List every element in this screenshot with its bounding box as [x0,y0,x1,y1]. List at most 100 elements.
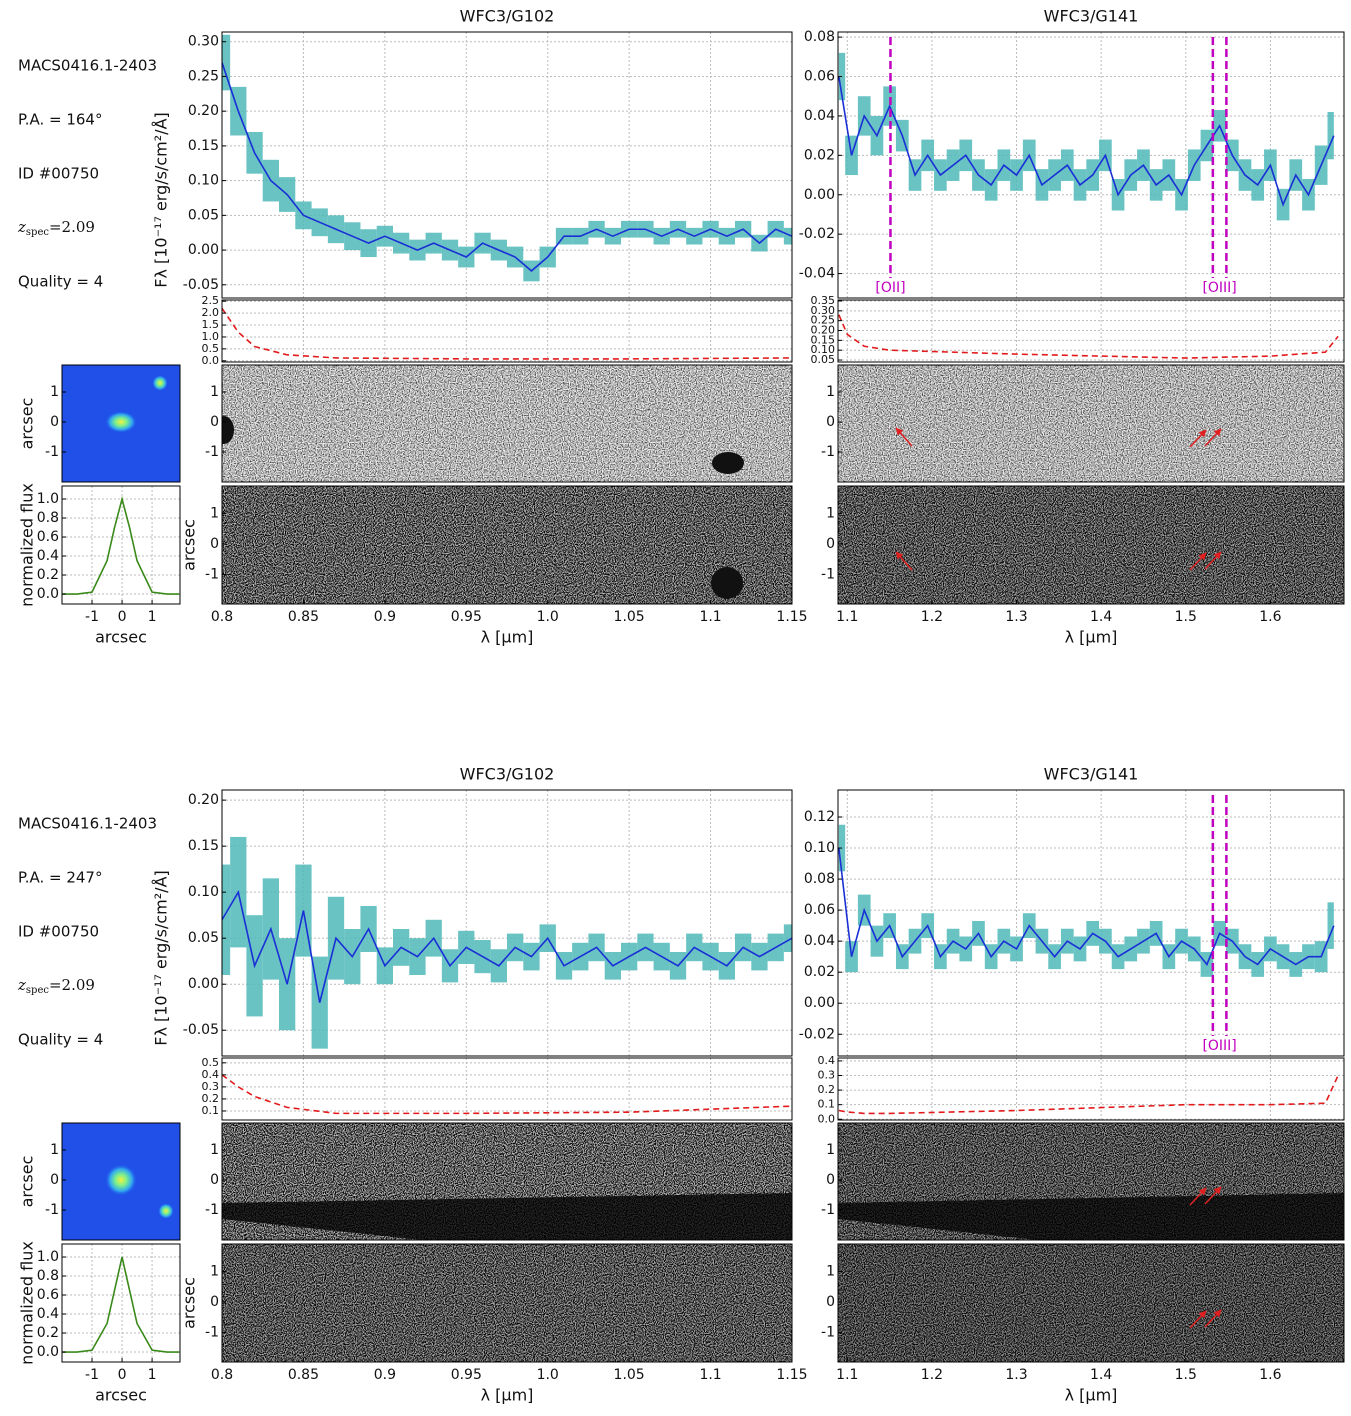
series-line [838,847,1335,966]
y-axis-label: Fλ [10⁻¹⁷ erg/s/cm²/Å] [152,112,171,288]
y-tick-label: 0.1 [818,1098,836,1111]
y-tick-label: 0.20 [188,792,219,808]
x-tick-label: 1.4 [1090,609,1112,625]
plot-area [222,486,792,604]
y-tick-label: 0.10 [188,173,219,189]
x-tick-label: 1.15 [776,609,807,625]
arrow [1204,1309,1222,1328]
y-tick-label: 0.00 [188,976,219,992]
y-tick-label: 1 [210,384,219,400]
y-tick-label: 0.35 [811,294,836,307]
y-tick-label: 1 [210,1142,219,1158]
y-tick-label: -1 [821,444,835,460]
y-tick-label: 0.6 [37,1287,59,1303]
arrow [1189,429,1207,448]
x-tick-label: 1.1 [836,609,858,625]
y-tick-label: 0.10 [188,884,219,900]
y-tick-label: -1 [205,566,219,582]
arrow [1204,428,1222,447]
y-axis-label: Fλ [10⁻¹⁷ erg/s/cm²/Å] [152,870,171,1046]
image-noise [222,486,792,604]
y-tick-label: 0 [826,1172,835,1188]
plot-area [838,1244,1344,1362]
x-axis-label: λ [μm] [481,628,534,647]
image-noise [838,486,1344,604]
y-tick-label: 0 [826,536,835,552]
error-band [222,34,231,91]
image-noise [838,365,1344,482]
y-tick-label: 0 [210,1172,219,1188]
y-tick-label: -1 [821,566,835,582]
arrow [1189,1187,1207,1206]
x-tick-label: 1.6 [1259,609,1281,625]
x-tick-label: 0 [118,1367,127,1383]
plot-area [838,790,1344,1056]
y-axis-label: arcsec [180,519,199,571]
y-tick-label: 0.08 [804,871,835,887]
source-blob [711,567,743,599]
y-tick-label: 0.4 [202,1068,220,1081]
y-tick-label: 1.0 [37,491,59,507]
x-tick-label: 0.9 [374,609,396,625]
y-tick-label: 0.20 [811,324,836,337]
axes-frame [837,1057,1345,1121]
plot-area [838,486,1344,604]
y-tick-label: 0.02 [804,964,835,980]
x-tick-label: 0.95 [451,1367,482,1383]
y-tick-label: 0.25 [188,68,219,84]
redshift-part: spec [26,227,49,238]
y-tick-label: -0.05 [183,277,219,293]
x-axis-label: λ [μm] [1065,1386,1118,1405]
x-tick-label: -1 [85,1367,99,1383]
neighbor [158,1203,174,1219]
arrow [895,551,913,571]
y-tick-label: 0 [826,414,835,430]
y-tick-label: 0.30 [188,34,219,50]
plot-area [222,790,792,1056]
y-tick-label: 1.0 [202,330,220,343]
plot-area [838,32,1344,298]
y-tick-label: 0.04 [804,108,835,124]
x-axis-label: arcsec [95,1386,147,1405]
x-axis-label: arcsec [95,628,147,647]
error-band [838,52,846,101]
y-tick-label: -0.05 [183,1022,219,1038]
x-tick-label: 0.95 [451,609,482,625]
y-tick-label: 0 [210,414,219,430]
info-pa: P.A. = 164° [18,111,102,129]
plot-area [222,1244,792,1362]
arrow [1189,1310,1207,1329]
x-tick-label: 1.05 [614,1367,645,1383]
info-id: ID #00750 [18,165,99,183]
y-tick-label: 0.30 [811,304,836,317]
y-tick-label: 2.0 [202,306,220,319]
y-tick-label: 1 [50,384,59,400]
y-tick-label: 2.5 [202,294,220,307]
image-noise [222,1244,792,1362]
y-tick-label: -0.02 [799,226,835,242]
axes-frame [837,485,1345,605]
y-tick-label: 1 [210,1263,219,1279]
y-tick-label: -1 [45,1202,59,1218]
plot-area [838,1058,1344,1120]
plot-area [62,1244,180,1362]
x-tick-label: 0.85 [288,1367,319,1383]
plot-area [62,486,180,604]
y-tick-label: 1 [210,505,219,521]
series-line [838,314,1339,359]
y-tick-label: 0.0 [37,586,59,602]
info-quality: Quality = 4 [18,273,103,291]
info-pa: P.A. = 247° [18,869,102,887]
axes-frame [221,485,793,605]
y-tick-label: 0.5 [202,1056,220,1069]
y-tick-label: 0.2 [37,1325,59,1341]
y-axis-label: normalized flux [18,1241,37,1365]
series-line [62,1256,180,1353]
y-tick-label: 0.15 [811,333,836,346]
y-tick-label: -1 [45,444,59,460]
x-tick-label: 1.0 [537,609,559,625]
y-tick-label: 1.5 [202,318,220,331]
y-axis-label: arcsec [18,1156,37,1208]
x-tick-label: 1.15 [776,1367,807,1383]
